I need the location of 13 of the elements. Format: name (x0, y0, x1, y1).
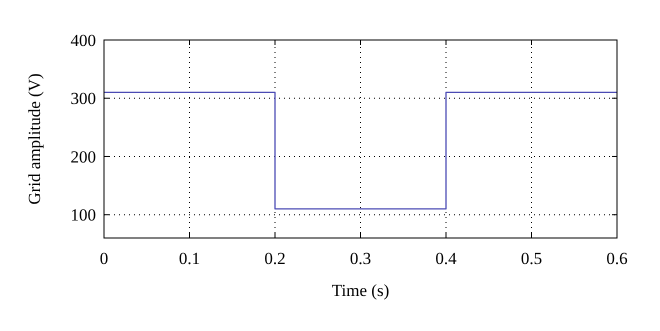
y-tick-label: 100 (70, 206, 96, 225)
y-tick-label: 300 (70, 89, 96, 108)
x-tick-label: 0 (100, 249, 108, 268)
x-tick-label: 0.3 (350, 249, 372, 268)
x-tick-label: 0.2 (264, 249, 286, 268)
x-tick-label: 0.6 (606, 249, 628, 268)
x-tick-label: 0.5 (520, 249, 542, 268)
y-tick-label: 400 (70, 30, 96, 50)
y-tick-label: 200 (70, 147, 96, 166)
x-axis-title: Time (s) (332, 281, 390, 300)
y-axis-title: Grid amplitude (V) (25, 73, 44, 205)
x-tick-label: 0.4 (435, 249, 458, 268)
x-tick-label: 0.1 (178, 249, 200, 268)
